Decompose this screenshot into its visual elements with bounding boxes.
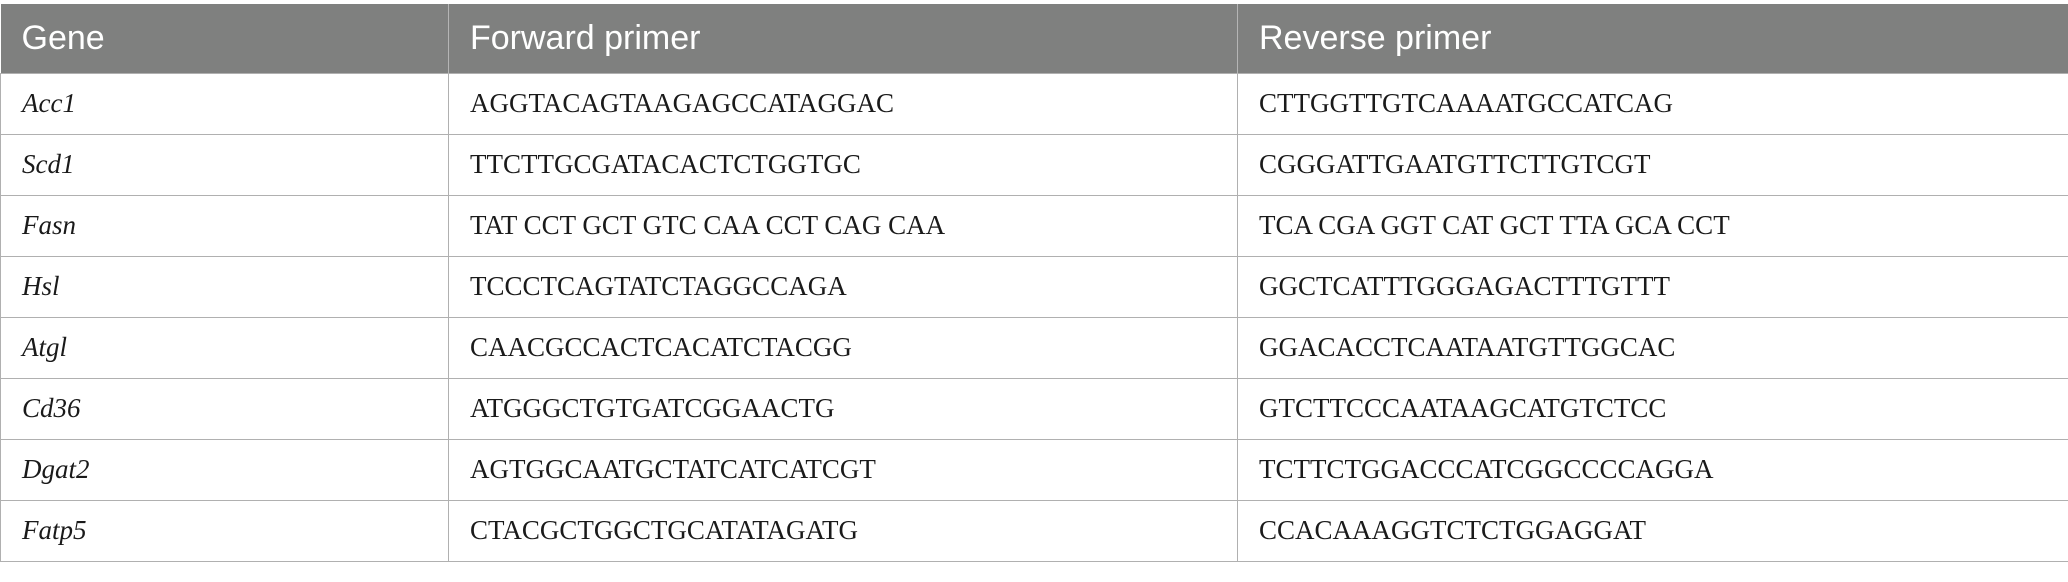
forward-primer-cell: AGGTACAGTAAGAGCCATAGGAC	[448, 72, 1238, 135]
gene-cell: Fatp5	[0, 499, 449, 562]
reverse-primer-cell: CTTGGTTGTCAAAATGCCATCAG	[1237, 72, 2068, 135]
primer-table: Gene Forward primer Reverse primer Acc1 …	[0, 4, 2068, 562]
table-body: Acc1 AGGTACAGTAAGAGCCATAGGAC CTTGGTTGTCA…	[0, 72, 2068, 562]
table-row: Atgl CAACGCCACTCACATCTACGG GGACACCTCAATA…	[0, 316, 2068, 379]
forward-primer-cell: TCCCTCAGTATCTAGGCCAGA	[448, 255, 1238, 318]
gene-cell: Atgl	[0, 316, 449, 379]
gene-cell: Scd1	[0, 133, 449, 196]
forward-primer-cell: TAT CCT GCT GTC CAA CCT CAG CAA	[448, 194, 1238, 257]
reverse-primer-cell: GGACACCTCAATAATGTTGGCAC	[1237, 316, 2068, 379]
header-reverse-primer: Reverse primer	[1259, 18, 1492, 57]
table-row: Scd1 TTCTTGCGATACACTCTGGTGC CGGGATTGAATG…	[0, 133, 2068, 196]
reverse-primer-cell: TCA CGA GGT CAT GCT TTA GCA CCT	[1237, 194, 2068, 257]
header-forward-primer: Forward primer	[448, 4, 1238, 73]
forward-primer-cell: ATGGGCTGTGATCGGAACTG	[448, 377, 1238, 440]
reverse-primer-cell: GGCTCATTTGGGAGACTTTGTTT	[1237, 255, 2068, 318]
reverse-primer-cell: GTCTTCCCAATAAGCATGTCTCC	[1237, 377, 2068, 440]
gene-cell: Dgat2	[0, 438, 449, 501]
forward-primer-cell: TTCTTGCGATACACTCTGGTGC	[448, 133, 1238, 196]
gene-cell: Cd36	[0, 377, 449, 440]
gene-cell: Fasn	[0, 194, 449, 257]
reverse-primer-cell: TCTTCTGGACCCATCGGCCCCAGGA	[1237, 438, 2068, 501]
forward-primer-cell: AGTGGCAATGCTATCATCATCGT	[448, 438, 1238, 501]
forward-primer-cell: CAACGCCACTCACATCTACGG	[448, 316, 1238, 379]
gene-cell: Acc1	[0, 72, 449, 135]
header-gene: Gene	[0, 4, 449, 73]
table-row: Dgat2 AGTGGCAATGCTATCATCATCGT TCTTCTGGAC…	[0, 438, 2068, 501]
header-row: Gene Forward primer Reverse primer	[0, 4, 2068, 73]
table-row: Fatp5 CTACGCTGGCTGCATATAGATG CCACAAAGGTC…	[0, 499, 2068, 562]
primer-table-container: Gene Forward primer Reverse primer Acc1 …	[0, 4, 2068, 562]
table-row: Cd36 ATGGGCTGTGATCGGAACTG GTCTTCCCAATAAG…	[0, 377, 2068, 440]
table-header: Gene Forward primer Reverse primer	[0, 4, 2068, 73]
table-row: Hsl TCCCTCAGTATCTAGGCCAGA GGCTCATTTGGGAG…	[0, 255, 2068, 318]
reverse-primer-cell: CCACAAAGGTCTCTGGAGGAT	[1237, 499, 2068, 562]
gene-cell: Hsl	[0, 255, 449, 318]
forward-primer-cell: CTACGCTGGCTGCATATAGATG	[448, 499, 1238, 562]
reverse-primer-cell: CGGGATTGAATGTTCTTGTCGT	[1237, 133, 2068, 196]
table-row: Acc1 AGGTACAGTAAGAGCCATAGGAC CTTGGTTGTCA…	[0, 72, 2068, 135]
table-row: Fasn TAT CCT GCT GTC CAA CCT CAG CAA TCA…	[0, 194, 2068, 257]
